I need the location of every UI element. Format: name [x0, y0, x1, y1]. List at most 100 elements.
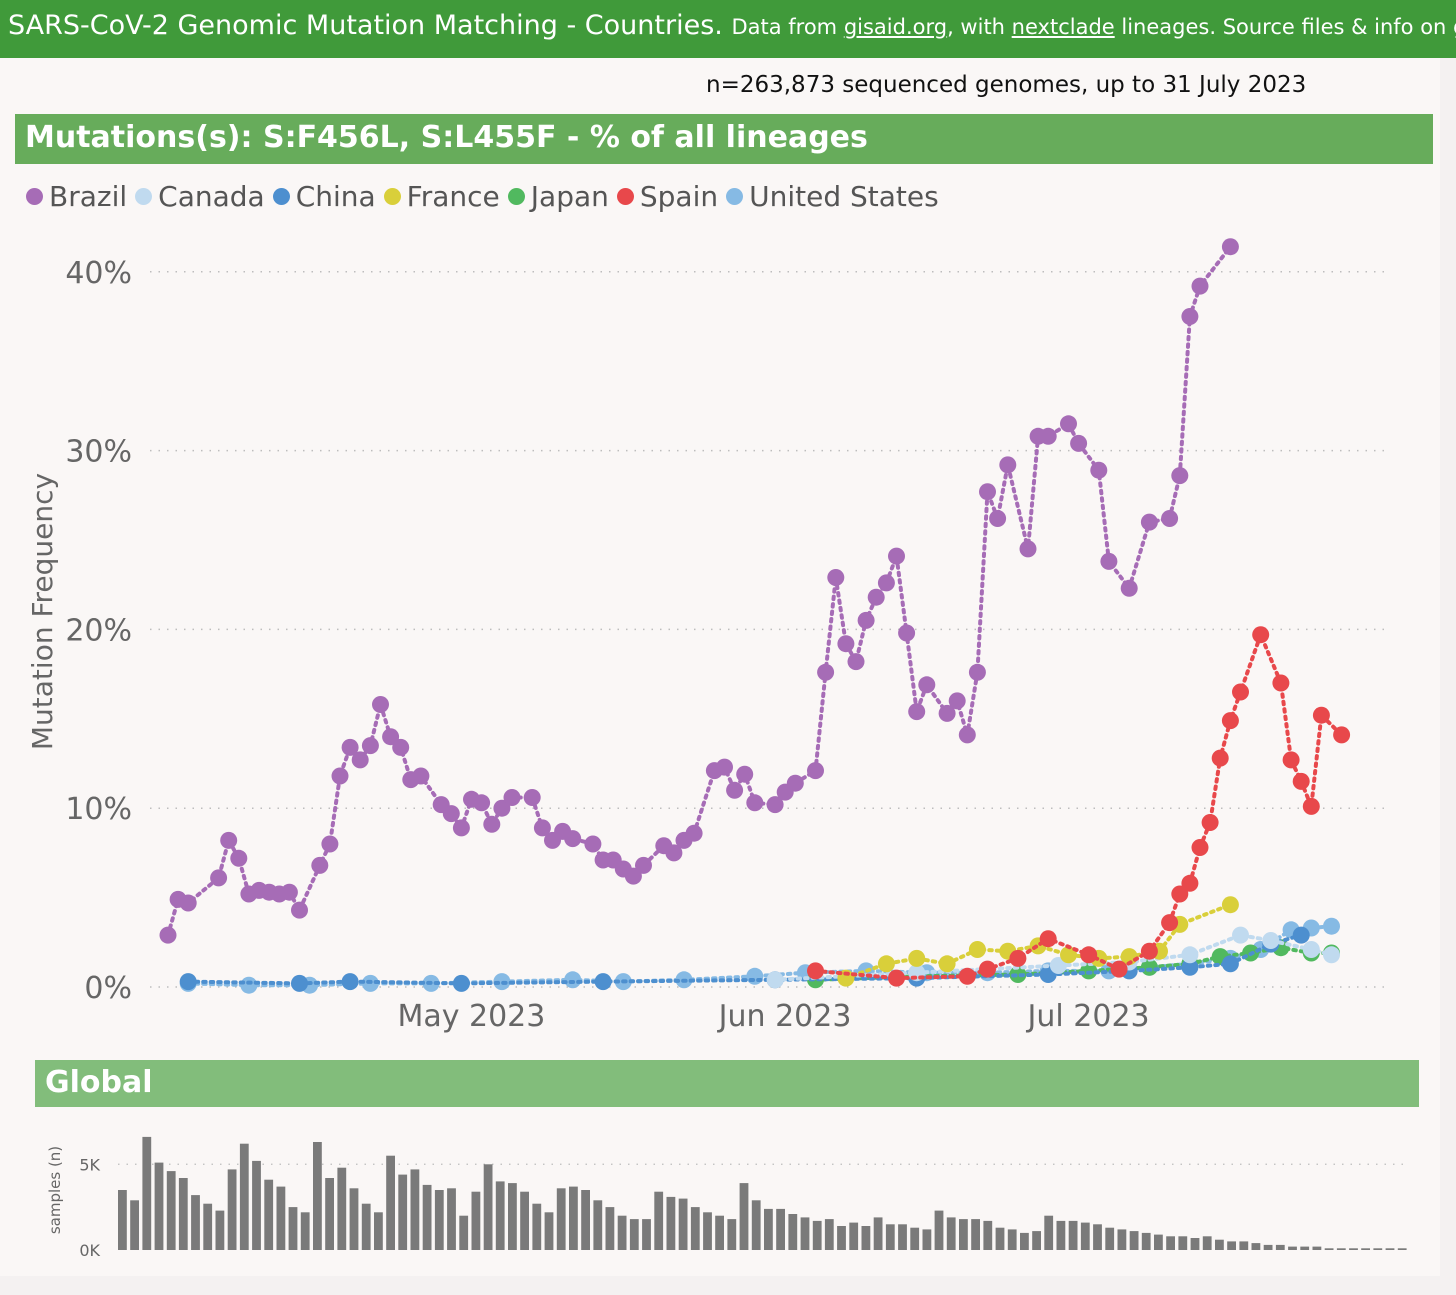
data-point-brazil[interactable] [1181, 308, 1199, 325]
data-point-canada[interactable] [1323, 946, 1340, 964]
data-point-canada[interactable] [1181, 946, 1199, 964]
sample-bar[interactable] [142, 1136, 152, 1250]
data-point-spain[interactable] [1252, 626, 1270, 644]
sample-bar[interactable] [532, 1203, 542, 1250]
data-point-brazil[interactable] [412, 767, 430, 785]
sample-bar[interactable] [300, 1212, 310, 1250]
sample-bar[interactable] [1336, 1248, 1346, 1250]
data-point-brazil[interactable] [483, 815, 501, 833]
data-point-canada[interactable] [766, 971, 784, 989]
data-point-brazil[interactable] [877, 574, 895, 592]
data-point-china[interactable] [179, 973, 197, 991]
data-point-brazil[interactable] [766, 796, 784, 814]
data-point-brazil[interactable] [341, 738, 359, 756]
data-point-france[interactable] [968, 941, 986, 958]
data-point-spain[interactable] [958, 967, 976, 985]
data-point-brazil[interactable] [220, 831, 238, 849]
data-point-brazil[interactable] [1191, 277, 1209, 295]
sample-bar[interactable] [1373, 1248, 1383, 1250]
data-point-china[interactable] [341, 973, 359, 991]
sample-bar[interactable] [1178, 1236, 1188, 1250]
data-point-brazil[interactable] [888, 547, 905, 565]
legend-item-canada[interactable]: Canada [135, 180, 265, 213]
sample-bar[interactable] [1141, 1232, 1151, 1250]
data-point-brazil[interactable] [685, 824, 703, 842]
data-point-spain[interactable] [1171, 885, 1189, 903]
sample-bar[interactable] [898, 1224, 907, 1250]
sample-bar[interactable] [118, 1190, 127, 1250]
sample-bar[interactable] [1044, 1215, 1054, 1250]
sample-bar[interactable] [849, 1222, 859, 1250]
sample-bar[interactable] [276, 1186, 286, 1250]
data-point-brazil[interactable] [1140, 513, 1158, 531]
sample-bar[interactable] [191, 1195, 200, 1250]
sample-bar[interactable] [1190, 1238, 1200, 1250]
sample-bar[interactable] [861, 1226, 871, 1250]
sample-bar[interactable] [629, 1219, 639, 1250]
sample-bar[interactable] [349, 1188, 359, 1250]
data-point-brazil[interactable] [361, 737, 379, 755]
data-point-brazil[interactable] [948, 692, 966, 710]
sample-bar[interactable] [154, 1162, 164, 1250]
sample-bar[interactable] [727, 1219, 737, 1250]
sample-bar[interactable] [374, 1212, 383, 1250]
sample-bar[interactable] [739, 1183, 749, 1250]
sample-bar[interactable] [337, 1167, 347, 1250]
data-point-spain[interactable] [1191, 839, 1209, 856]
data-point-brazil[interactable] [321, 835, 339, 853]
data-point-canada[interactable] [1302, 941, 1320, 958]
sample-bar[interactable] [361, 1203, 371, 1250]
sample-bar[interactable] [642, 1219, 651, 1250]
sample-bar[interactable] [495, 1181, 505, 1250]
sample-bar[interactable] [1068, 1220, 1078, 1250]
data-point-brazil[interactable] [331, 767, 349, 785]
data-point-brazil[interactable] [1070, 434, 1088, 452]
data-point-brazil[interactable] [584, 835, 602, 853]
data-point-united-states[interactable] [746, 967, 764, 985]
data-point-spain[interactable] [1080, 946, 1098, 964]
sample-bar[interactable] [666, 1196, 676, 1250]
data-point-brazil[interactable] [159, 926, 177, 944]
sample-bar[interactable] [1300, 1246, 1310, 1250]
sample-bar[interactable] [313, 1142, 322, 1250]
sample-bar[interactable] [398, 1174, 408, 1250]
sample-bar[interactable] [569, 1186, 578, 1250]
sample-bar[interactable] [873, 1217, 883, 1250]
data-point-japan[interactable] [1009, 966, 1027, 983]
sample-bar[interactable] [1129, 1231, 1139, 1250]
data-point-france[interactable] [938, 955, 956, 973]
data-point-brazil[interactable] [746, 794, 764, 812]
sample-bar[interactable] [812, 1220, 822, 1250]
sample-bar[interactable] [824, 1219, 834, 1250]
sample-bar[interactable] [800, 1217, 810, 1250]
sample-bar[interactable] [1117, 1229, 1127, 1250]
data-point-brazil[interactable] [1100, 552, 1118, 570]
sample-bar[interactable] [215, 1210, 225, 1250]
sample-bar[interactable] [605, 1207, 615, 1250]
sample-bar[interactable] [995, 1227, 1005, 1250]
sample-bar[interactable] [203, 1203, 213, 1250]
data-point-spain[interactable] [1009, 949, 1027, 967]
sample-bar[interactable] [483, 1164, 493, 1250]
sample-bar[interactable] [227, 1169, 237, 1250]
data-point-china[interactable] [291, 974, 308, 992]
sample-bar[interactable] [1007, 1229, 1017, 1250]
data-point-canada[interactable] [1262, 932, 1280, 949]
sample-bar[interactable] [1251, 1243, 1261, 1250]
sample-bar[interactable] [922, 1229, 932, 1250]
data-point-brazil[interactable] [624, 867, 642, 885]
sample-bar[interactable] [508, 1183, 517, 1250]
data-point-brazil[interactable] [827, 569, 845, 586]
legend-item-france[interactable]: France [383, 180, 500, 213]
sample-bar[interactable] [386, 1155, 395, 1250]
data-point-brazil[interactable] [382, 728, 400, 746]
data-point-spain[interactable] [807, 962, 824, 980]
data-point-spain[interactable] [1232, 683, 1249, 701]
data-point-united-states[interactable] [240, 976, 258, 994]
data-point-united-states[interactable] [564, 971, 582, 989]
sample-bar[interactable] [1154, 1234, 1163, 1250]
sample-bar[interactable] [447, 1188, 456, 1250]
data-point-brazil[interactable] [1171, 467, 1189, 485]
data-point-canada[interactable] [1049, 957, 1067, 974]
legend-item-spain[interactable]: Spain [616, 180, 718, 213]
